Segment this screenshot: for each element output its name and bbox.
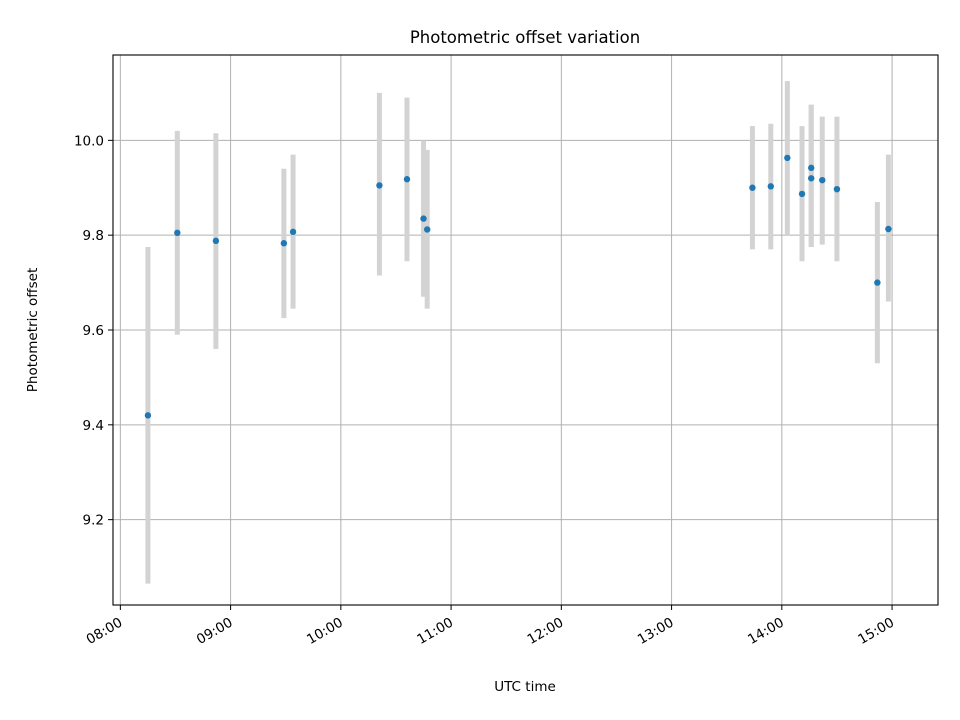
data-point [798, 190, 806, 198]
data-point [212, 237, 220, 245]
data-point [420, 215, 427, 222]
y-axis-label: Photometric offset [25, 268, 41, 392]
data-point [749, 184, 756, 191]
data-point [423, 226, 431, 233]
data-point [833, 185, 841, 193]
data-point [174, 229, 181, 237]
y-tick-label: 9.6 [83, 323, 104, 339]
data-point [819, 176, 826, 184]
data-point [808, 175, 815, 182]
data-point [767, 183, 774, 190]
data-point [280, 240, 288, 247]
x-axis-label: UTC time [494, 679, 556, 695]
point-layer [144, 154, 892, 419]
y-tick-label: 10.0 [74, 133, 104, 149]
y-tick-label: 9.8 [83, 228, 104, 244]
y-tick-label: 9.4 [83, 418, 104, 434]
data-point [808, 164, 815, 172]
data-point [376, 182, 383, 189]
data-point [784, 154, 791, 162]
chart-title: Photometric offset variation [410, 28, 640, 47]
data-point [144, 412, 152, 419]
data-point [874, 279, 881, 286]
y-tick-label: 9.2 [83, 513, 104, 529]
data-point [403, 176, 411, 183]
data-point [885, 225, 892, 233]
data-point [289, 228, 297, 236]
